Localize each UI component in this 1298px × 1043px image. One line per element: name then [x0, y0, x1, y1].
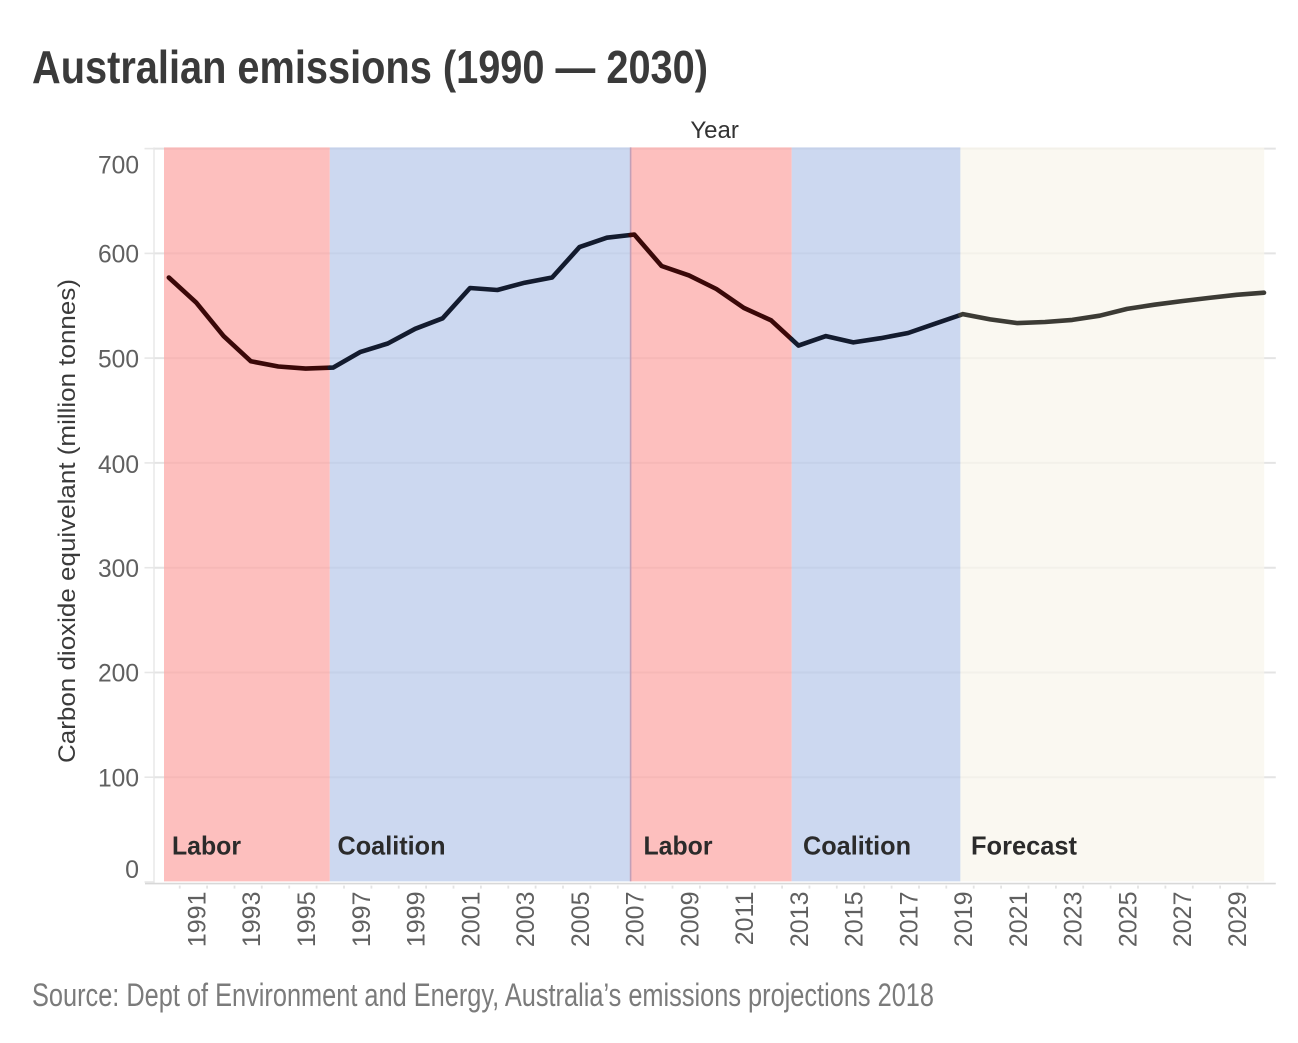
svg-text:1991: 1991	[184, 892, 212, 948]
svg-text:2029: 2029	[1224, 892, 1252, 948]
svg-text:200: 200	[98, 660, 139, 688]
svg-text:2007: 2007	[622, 892, 650, 948]
svg-text:1995: 1995	[293, 892, 321, 948]
svg-text:Source: Dept of Environment an: Source: Dept of Environment and Energy, …	[32, 977, 934, 1013]
svg-text:600: 600	[98, 241, 139, 269]
svg-text:Year: Year	[690, 117, 739, 144]
svg-text:2017: 2017	[895, 892, 923, 948]
svg-text:700: 700	[98, 152, 139, 180]
svg-text:0: 0	[125, 856, 139, 884]
svg-text:Forecast: Forecast	[971, 831, 1077, 861]
svg-text:2023: 2023	[1060, 892, 1088, 948]
svg-text:Carbon dioxide equivelant (mil: Carbon dioxide equivelant (million tonne…	[54, 279, 81, 763]
svg-text:Coalition: Coalition	[338, 831, 446, 861]
svg-text:500: 500	[98, 345, 139, 373]
svg-text:1993: 1993	[238, 892, 266, 948]
svg-text:2015: 2015	[841, 892, 869, 948]
svg-text:1997: 1997	[348, 892, 376, 948]
svg-text:Labor: Labor	[172, 831, 241, 861]
svg-text:2009: 2009	[676, 892, 704, 948]
svg-text:2027: 2027	[1169, 892, 1197, 948]
svg-text:2011: 2011	[731, 892, 759, 946]
svg-text:2025: 2025	[1114, 892, 1142, 948]
svg-text:2019: 2019	[950, 892, 978, 948]
svg-text:2021: 2021	[1005, 892, 1033, 948]
svg-text:Labor: Labor	[644, 831, 713, 861]
svg-text:2003: 2003	[512, 892, 540, 948]
svg-text:2001: 2001	[457, 892, 485, 948]
svg-text:2005: 2005	[567, 892, 595, 948]
svg-text:Coalition: Coalition	[803, 831, 911, 861]
svg-text:1999: 1999	[403, 892, 431, 948]
svg-text:Australian emissions (1990 — 2: Australian emissions (1990 — 2030)	[32, 41, 708, 93]
svg-text:100: 100	[98, 764, 139, 792]
svg-text:300: 300	[98, 555, 139, 583]
svg-text:2013: 2013	[786, 892, 814, 948]
svg-text:400: 400	[98, 451, 139, 479]
